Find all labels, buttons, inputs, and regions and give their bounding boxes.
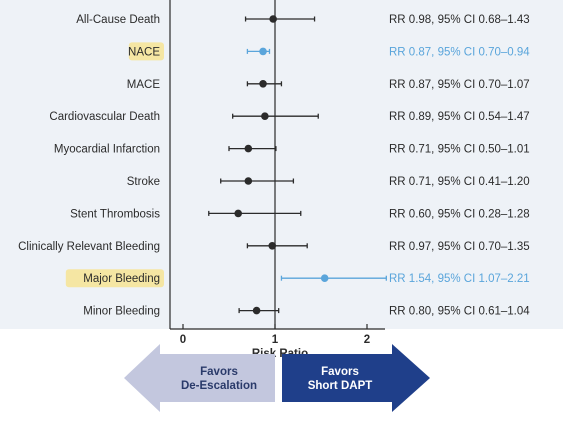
- point-estimate: [244, 177, 253, 185]
- x-tick-label: 2: [364, 334, 370, 346]
- row-estimate-text: RR 0.89, 95% CI 0.54–1.47: [389, 111, 530, 123]
- point-estimate: [259, 47, 267, 56]
- row-estimate-text: RR 0.80, 95% CI 0.61–1.04: [389, 306, 530, 318]
- x-axis-ticks: 0 1 2: [180, 324, 370, 346]
- favors-arrows: Favors De-Escalation Favors Short DAPT: [124, 344, 430, 412]
- point-estimate: [244, 144, 253, 153]
- row-label: Myocardial Infarction: [54, 144, 160, 156]
- favors-de-escalation-arrow: [124, 344, 275, 412]
- point-estimate: [259, 80, 267, 88]
- favors-de-escalation-label: Favors: [200, 366, 238, 378]
- row-label: Major Bleeding: [83, 273, 160, 285]
- row-estimate-text: RR 0.87, 95% CI 0.70–1.07: [389, 79, 530, 91]
- x-tick-label: 0: [180, 334, 186, 346]
- row-estimate-text: RR 1.54, 95% CI 1.07–2.21: [389, 273, 530, 285]
- row-label: Stent Thrombosis: [70, 208, 160, 220]
- row-label-highlight: [128, 42, 164, 61]
- favors-short-dapt-label: Short DAPT: [308, 380, 373, 392]
- favors-short-dapt-arrow: [282, 344, 430, 412]
- row-label: All-Cause Death: [76, 14, 160, 26]
- point-estimate: [268, 242, 277, 250]
- row-label: MACE: [127, 79, 161, 91]
- row-estimate-text: RR 0.71, 95% CI 0.50–1.01: [389, 144, 530, 156]
- favors-de-escalation-label: De-Escalation: [181, 380, 257, 392]
- row-label: Clinically Relevant Bleeding: [18, 241, 160, 253]
- row-label: Minor Bleeding: [83, 306, 160, 318]
- forest-rows: All-Cause Death RR 0.98, 95% CI 0.68–1.43…: [18, 14, 530, 318]
- point-estimate: [320, 274, 329, 283]
- row-estimate-text: RR 0.98, 95% CI 0.68–1.43: [389, 14, 530, 26]
- row-label: Cardiovascular Death: [49, 111, 160, 123]
- point-estimate: [269, 15, 277, 23]
- row-estimate-text: RR 0.71, 95% CI 0.41–1.20: [389, 176, 530, 188]
- row-estimate-text: RR 0.60, 95% CI 0.28–1.28: [389, 208, 530, 220]
- x-tick-label: 1: [272, 334, 279, 346]
- row-estimate-text: RR 0.97, 95% CI 0.70–1.35: [389, 241, 530, 253]
- row-estimate-text: RR 0.87, 95% CI 0.70–0.94: [389, 46, 530, 58]
- point-estimate: [252, 306, 261, 315]
- favors-short-dapt-label: Favors: [321, 366, 359, 378]
- row-label: Stroke: [127, 176, 160, 188]
- point-estimate: [261, 112, 269, 120]
- row-label: NACE: [128, 46, 160, 58]
- point-estimate: [234, 209, 242, 218]
- row-label-highlight: [65, 269, 164, 288]
